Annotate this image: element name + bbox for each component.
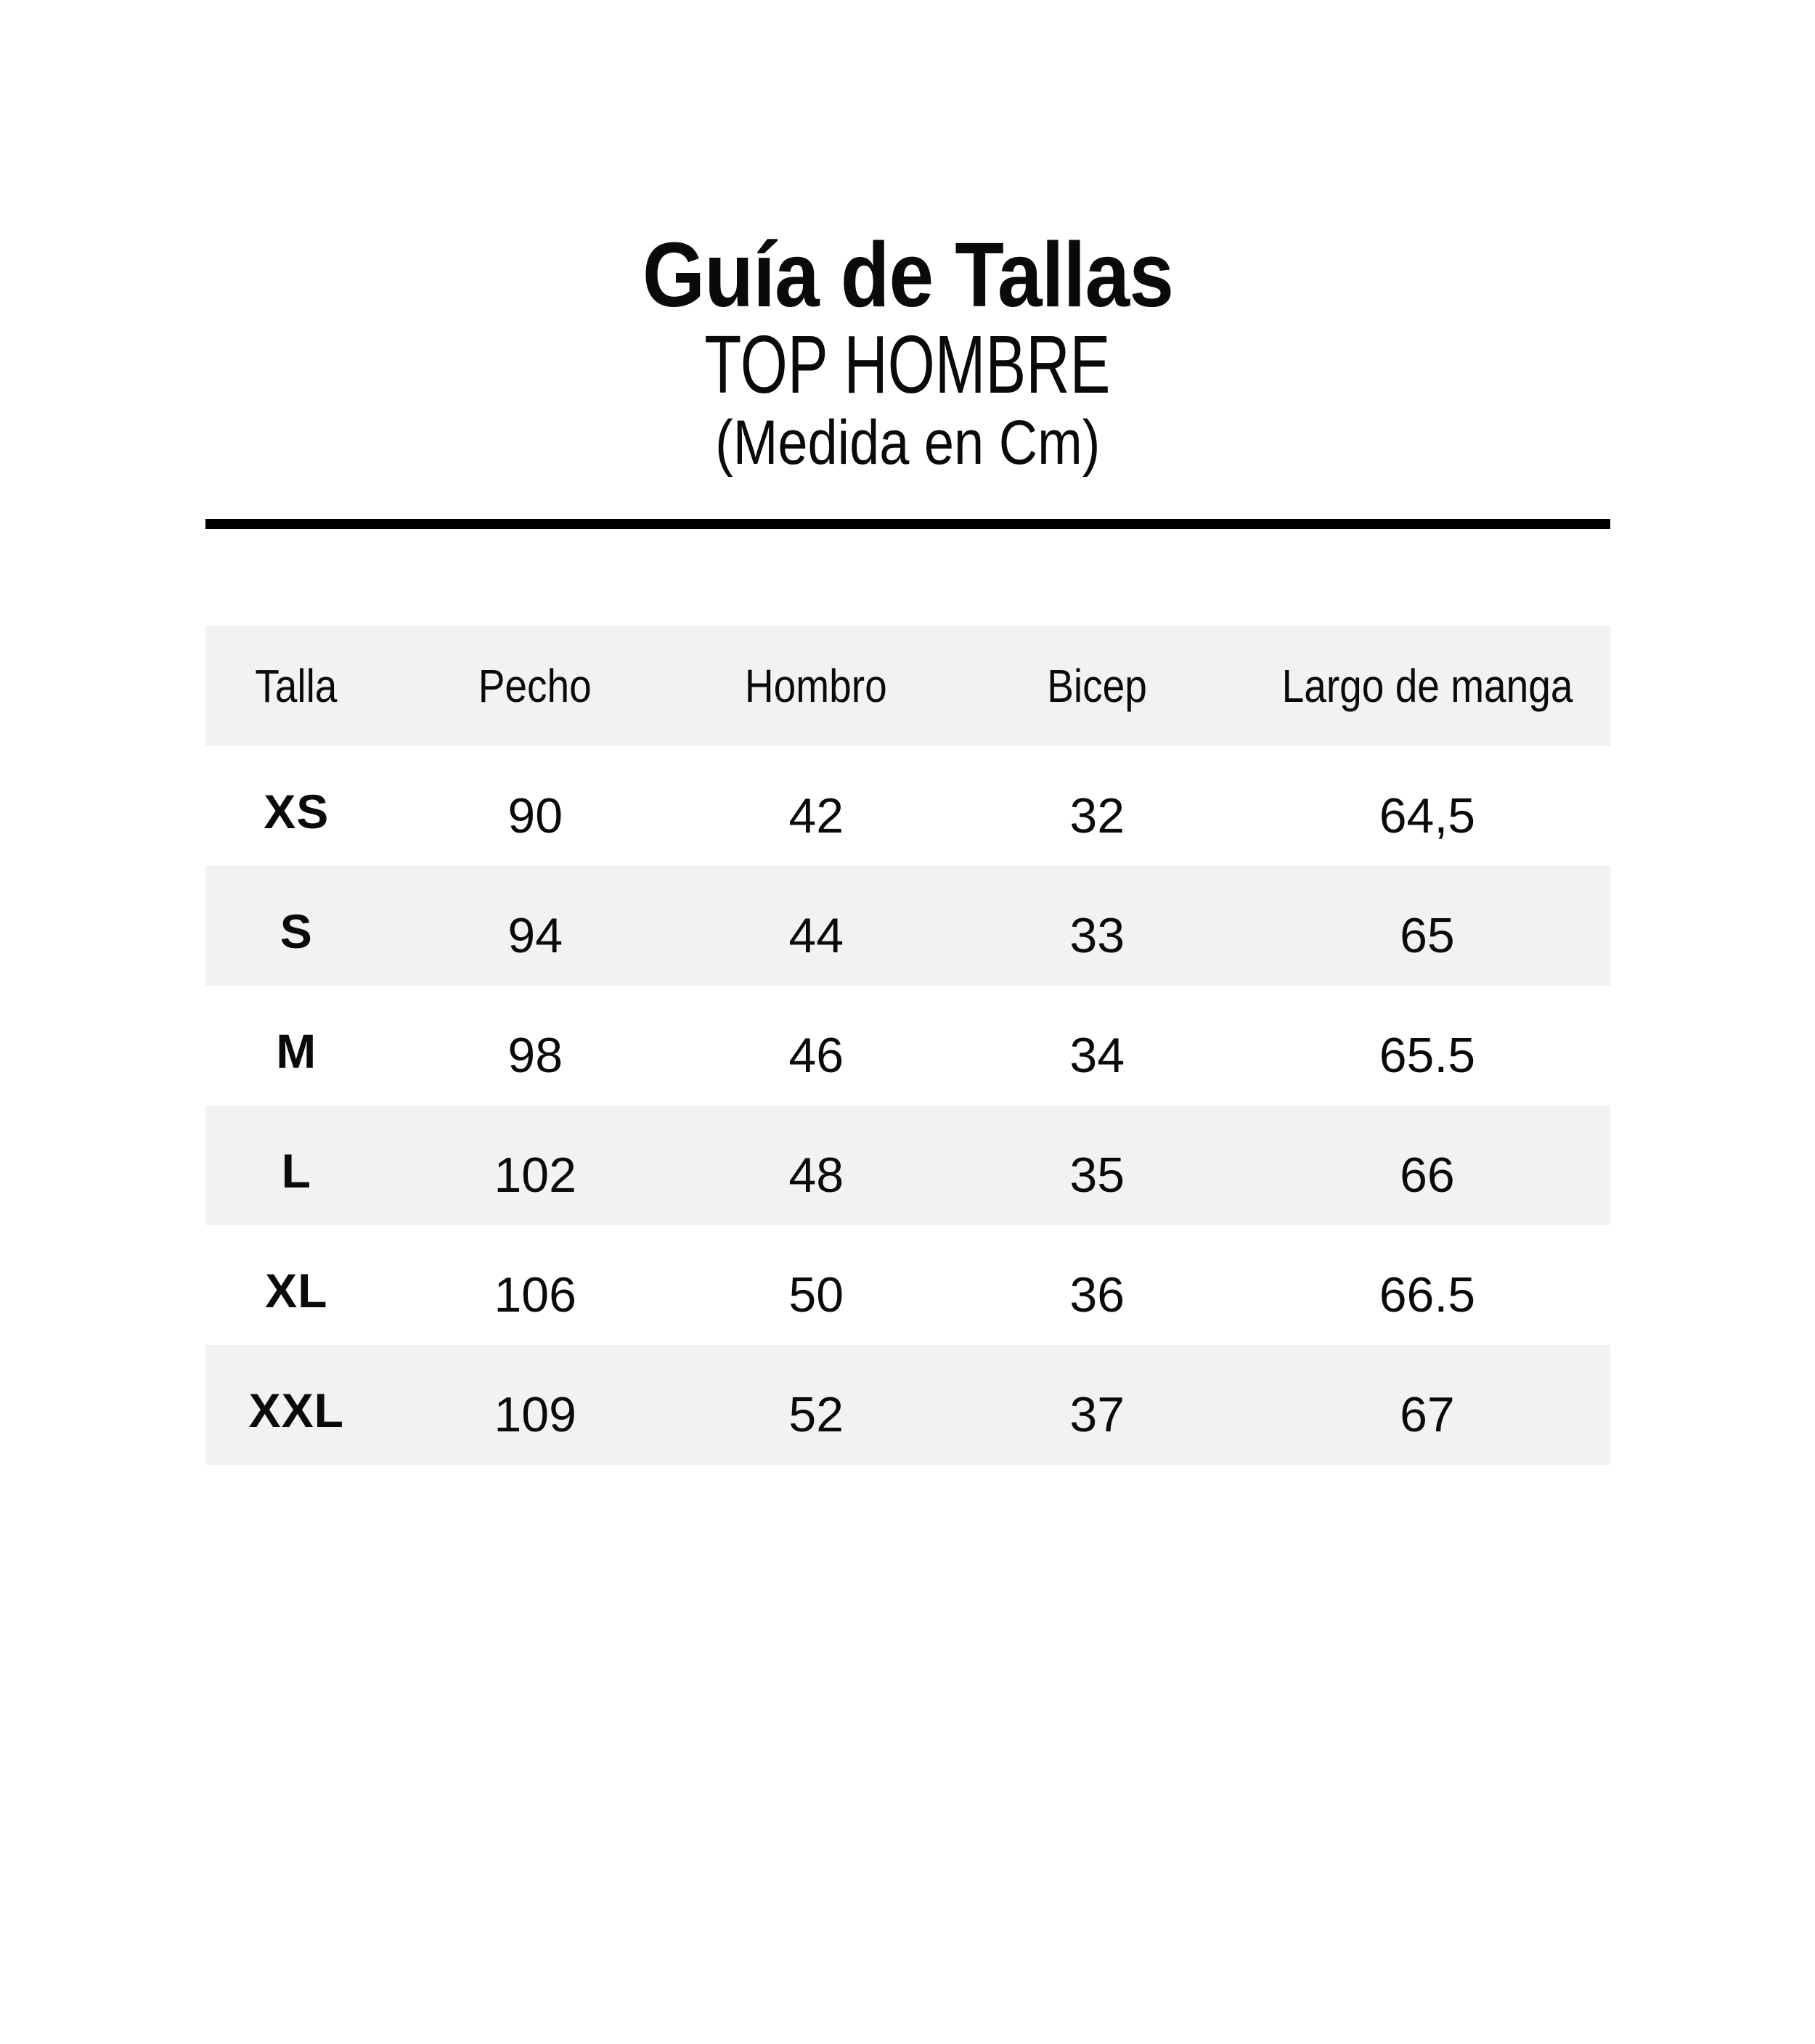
- hombro-cell: 46: [788, 1027, 844, 1083]
- manga-cell: 64,5: [1379, 788, 1476, 843]
- header-cell-talla: Talla: [205, 626, 388, 746]
- manga-cell: 66.5: [1379, 1267, 1476, 1323]
- header-cell-bicep: Bicep: [950, 626, 1244, 746]
- size-cell: S: [280, 904, 313, 958]
- table-row-xl: XL 106 50 36 66.5: [205, 1225, 1610, 1345]
- size-cell: L: [281, 1143, 311, 1198]
- size-cell: XL: [265, 1263, 328, 1317]
- bicep-cell: 33: [1069, 907, 1125, 963]
- size-guide-table: Talla Pecho Hombro Bicep Largo de manga …: [205, 626, 1610, 1465]
- page-title: Guía de Tallas: [0, 229, 1815, 321]
- pecho-cell: 90: [507, 788, 563, 843]
- page-subtitle-text: TOP HOMBRE: [704, 319, 1111, 410]
- table-row-xxl: XXL 109 52 37 67: [205, 1345, 1610, 1465]
- header-label: Bicep: [1047, 660, 1148, 712]
- manga-cell: 65.5: [1379, 1027, 1476, 1083]
- hombro-cell: 42: [788, 788, 844, 843]
- bicep-cell: 36: [1069, 1267, 1125, 1323]
- header-label: Talla: [255, 660, 338, 712]
- size-cell: XS: [264, 784, 330, 838]
- table-row-xs: XS 90 42 32 64,5: [205, 746, 1610, 866]
- table-row-m: M 98 46 34 65.5: [205, 986, 1610, 1105]
- table-row-l: L 102 48 35 66: [205, 1105, 1610, 1225]
- hombro-cell: 50: [788, 1267, 844, 1323]
- size-cell: M: [276, 1023, 317, 1078]
- manga-cell: 65: [1400, 907, 1455, 963]
- header-cell-largo-de-manga: Largo de manga: [1244, 626, 1610, 746]
- page-subtitle: TOP HOMBRE: [0, 324, 1815, 406]
- header-label: Hombro: [745, 660, 888, 712]
- units-note: (Medida en Cm): [0, 412, 1815, 474]
- hombro-cell: 44: [788, 907, 844, 963]
- pecho-cell: 98: [507, 1027, 563, 1083]
- header-cell-hombro: Hombro: [682, 626, 950, 746]
- hombro-cell: 48: [788, 1147, 844, 1203]
- bicep-cell: 34: [1069, 1027, 1125, 1083]
- table-row-s: S 94 44 33 65: [205, 866, 1610, 986]
- bicep-cell: 32: [1069, 788, 1125, 843]
- bicep-cell: 37: [1069, 1386, 1125, 1442]
- pecho-cell: 109: [494, 1386, 576, 1442]
- page-title-text: Guía de Tallas: [642, 224, 1173, 326]
- header-label: Largo de manga: [1281, 660, 1573, 712]
- header-cell-pecho: Pecho: [388, 626, 682, 746]
- size-cell: XXL: [248, 1383, 344, 1437]
- header-label: Pecho: [478, 660, 592, 712]
- pecho-cell: 106: [494, 1267, 576, 1323]
- hombro-cell: 52: [788, 1386, 844, 1442]
- manga-cell: 66: [1400, 1147, 1455, 1203]
- units-note-text: (Medida en Cm): [714, 408, 1101, 478]
- bicep-cell: 35: [1069, 1147, 1125, 1203]
- pecho-cell: 102: [494, 1147, 576, 1203]
- pecho-cell: 94: [507, 907, 563, 963]
- manga-cell: 67: [1400, 1386, 1455, 1442]
- size-guide-page: Guía de Tallas TOP HOMBRE (Medida en Cm)…: [0, 229, 1815, 2044]
- table-header-row: Talla Pecho Hombro Bicep Largo de manga: [205, 626, 1610, 746]
- divider-rule: [205, 519, 1610, 529]
